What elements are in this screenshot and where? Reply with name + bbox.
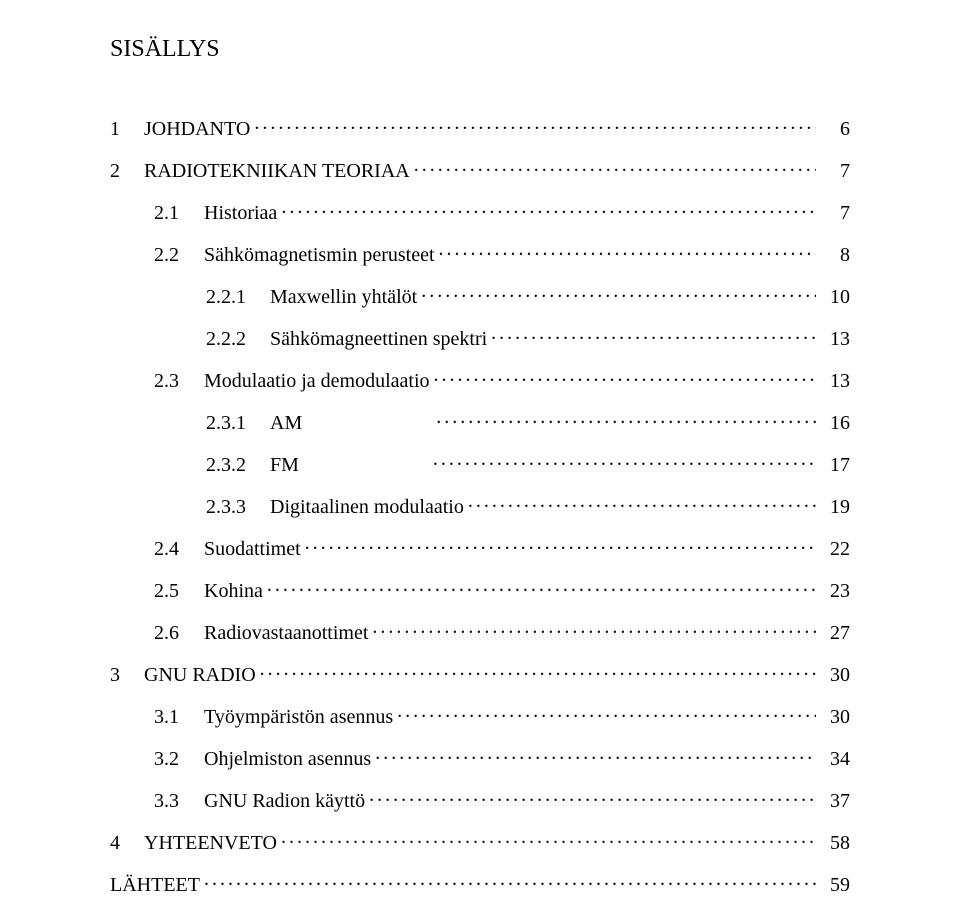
toc-entry-label: YHTEENVETO [144, 832, 281, 855]
toc-entry-label: Ohjelmiston asennus [204, 748, 375, 771]
toc-title: SISÄLLYS [110, 36, 850, 63]
toc-leader-dots [260, 661, 816, 681]
toc-entry-number: 2.3 [154, 370, 204, 393]
toc-entry-label: Sähkömagneettinen spektri [270, 328, 491, 351]
toc-entry-label: GNU RADIO [144, 664, 260, 687]
toc-entry-page: 58 [816, 832, 850, 855]
toc-entry-page: 23 [816, 580, 850, 603]
toc-entry-label: Historiaa [204, 202, 281, 225]
toc-leader-dots [434, 367, 817, 387]
toc-entry-number: 3.2 [154, 748, 204, 771]
toc-entry-page: 16 [816, 412, 850, 435]
toc-entry-number: 2.5 [154, 580, 204, 603]
toc-entry-page: 22 [816, 538, 850, 561]
toc-leader-dots [281, 199, 816, 219]
toc-leader-dots [436, 409, 816, 429]
toc-entry: 2.3.2FM 17 [110, 451, 850, 477]
toc-entry-page: 37 [816, 790, 850, 813]
toc-entry-page: 6 [816, 118, 850, 141]
toc-entry-label: Työympäristön asennus [204, 706, 397, 729]
toc-leader-dots [267, 577, 816, 597]
toc-leader-dots [433, 451, 816, 471]
toc-entry-number: 3 [110, 664, 144, 687]
toc-entry-number: 1 [110, 118, 144, 141]
toc-entry-label: FM [270, 454, 303, 477]
toc-entry-label: RADIOTEKNIIKAN TEORIAA [144, 160, 414, 183]
toc-entry-label: Sähkömagnetismin perusteet [204, 244, 439, 267]
toc-entry: 1JOHDANTO 6 [110, 115, 850, 141]
toc-leader-dots [305, 535, 816, 555]
toc-entry-page: 19 [816, 496, 850, 519]
toc-entry-page: 30 [816, 664, 850, 687]
toc-entry-label: Radiovastaanottimet [204, 622, 372, 645]
toc-entry-label: AM [270, 412, 306, 435]
toc-entry-label: Suodattimet [204, 538, 305, 561]
toc-entry-label: JOHDANTO [144, 118, 254, 141]
toc-entry-number: 2.1 [154, 202, 204, 225]
toc-leader-dots [468, 493, 816, 513]
toc-entry-page: 13 [816, 328, 850, 351]
toc-entry: 3GNU RADIO 30 [110, 661, 850, 687]
toc-entry: 2.5Kohina 23 [110, 577, 850, 603]
toc-entry: 3.1Työympäristön asennus 30 [110, 703, 850, 729]
toc-leader-dots [491, 325, 816, 345]
toc-list: 1JOHDANTO62RADIOTEKNIIKAN TEORIAA72.1His… [110, 115, 850, 897]
toc-leader-dots [439, 241, 816, 261]
toc-entry-page: 27 [816, 622, 850, 645]
toc-entry-page: 10 [816, 286, 850, 309]
toc-leader-dots [372, 619, 816, 639]
toc-entry-page: 8 [816, 244, 850, 267]
toc-leader-dots [375, 745, 816, 765]
toc-entry-page: 7 [816, 202, 850, 225]
toc-entry-page: 34 [816, 748, 850, 771]
toc-entry-page: 13 [816, 370, 850, 393]
toc-entry: 2.3Modulaatio ja demodulaatio 13 [110, 367, 850, 393]
toc-entry-label: LÄHTEET [110, 874, 204, 897]
toc-entry: 4YHTEENVETO 58 [110, 829, 850, 855]
toc-leader-dots [281, 829, 816, 849]
toc-entry: 2.2Sähkömagnetismin perusteet 8 [110, 241, 850, 267]
toc-entry-label: Modulaatio ja demodulaatio [204, 370, 434, 393]
toc-entry: 2.2.2Sähkömagneettinen spektri 13 [110, 325, 850, 351]
toc-entry: 2.4Suodattimet 22 [110, 535, 850, 561]
toc-entry: 3.3GNU Radion käyttö 37 [110, 787, 850, 813]
toc-entry-number: 2 [110, 160, 144, 183]
page: SISÄLLYS 1JOHDANTO 6 2RADIOTEKNIIKAN TEORI… [0, 0, 960, 848]
toc-leader-dots [204, 871, 816, 891]
toc-entry: 2.3.1AM 16 [110, 409, 850, 435]
toc-entry-page: 17 [816, 454, 850, 477]
toc-entry-number: 4 [110, 832, 144, 855]
toc-entry-page: 30 [816, 706, 850, 729]
toc-entry: 3.2Ohjelmiston asennus 34 [110, 745, 850, 771]
toc-entry-label: Kohina [204, 580, 267, 603]
toc-entry: 2.2.1Maxwellin yhtälöt 10 [110, 283, 850, 309]
toc-entry: 2.3.3Digitaalinen modulaatio 19 [110, 493, 850, 519]
toc-entry-label: Digitaalinen modulaatio [270, 496, 468, 519]
toc-entry-number: 2.4 [154, 538, 204, 561]
toc-entry-label: GNU Radion käyttö [204, 790, 369, 813]
toc-entry-page: 7 [816, 160, 850, 183]
toc-entry-page: 59 [816, 874, 850, 897]
toc-entry-number: 2.3.2 [206, 454, 270, 477]
toc-entry: 2.6Radiovastaanottimet 27 [110, 619, 850, 645]
toc-entry-number: 3.1 [154, 706, 204, 729]
toc-entry-number: 2.3.1 [206, 412, 270, 435]
toc-entry: 2.1Historiaa 7 [110, 199, 850, 225]
toc-leader-dots [397, 703, 816, 723]
toc-leader-dots [369, 787, 816, 807]
toc-leader-dots [421, 283, 816, 303]
toc-leader-dots [414, 157, 816, 177]
toc-entry-label: Maxwellin yhtälöt [270, 286, 421, 309]
toc-entry-number: 2.2 [154, 244, 204, 267]
toc-entry-number: 2.6 [154, 622, 204, 645]
toc-leader-dots [254, 115, 816, 135]
toc-entry-number: 2.3.3 [206, 496, 270, 519]
toc-entry-number: 2.2.1 [206, 286, 270, 309]
toc-entry-number: 2.2.2 [206, 328, 270, 351]
toc-entry: 2RADIOTEKNIIKAN TEORIAA 7 [110, 157, 850, 183]
toc-entry-number: 3.3 [154, 790, 204, 813]
toc-entry: LÄHTEET 59 [110, 871, 850, 897]
